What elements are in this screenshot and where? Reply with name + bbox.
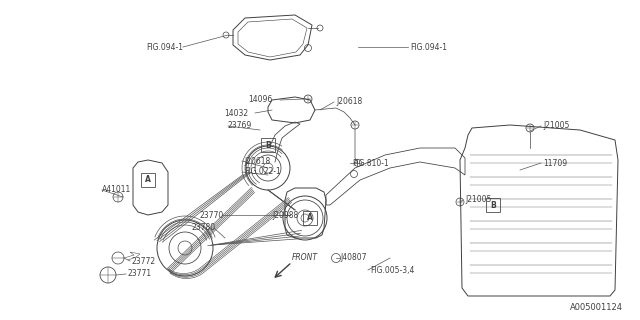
Text: J21005: J21005: [465, 196, 492, 204]
Text: J21005: J21005: [543, 122, 570, 131]
Text: FIG.810-1: FIG.810-1: [352, 158, 388, 167]
Text: 23769: 23769: [228, 122, 252, 131]
Text: 23770: 23770: [200, 211, 224, 220]
Text: 23780: 23780: [192, 223, 216, 233]
Text: J20618: J20618: [244, 156, 270, 165]
Text: 14032: 14032: [224, 108, 248, 117]
Text: J20618: J20618: [336, 98, 362, 107]
Text: FIG.022-1: FIG.022-1: [244, 167, 281, 177]
Text: 11709: 11709: [543, 158, 567, 167]
Text: FRONT: FRONT: [292, 253, 318, 262]
Text: B: B: [265, 140, 271, 149]
Text: FIG.094-1: FIG.094-1: [410, 43, 447, 52]
Text: J40807: J40807: [340, 253, 367, 262]
Text: J20988: J20988: [272, 211, 298, 220]
Text: 23772: 23772: [132, 257, 156, 266]
Text: A41011: A41011: [102, 186, 131, 195]
Text: 23771: 23771: [128, 269, 152, 278]
Text: A: A: [145, 175, 151, 185]
Text: A005001124: A005001124: [570, 303, 623, 313]
Text: A: A: [307, 213, 313, 222]
Text: 14096: 14096: [248, 95, 272, 105]
Text: FIG.005-3,4: FIG.005-3,4: [370, 266, 414, 275]
Text: FIG.094-1: FIG.094-1: [146, 43, 183, 52]
Text: B: B: [490, 201, 496, 210]
